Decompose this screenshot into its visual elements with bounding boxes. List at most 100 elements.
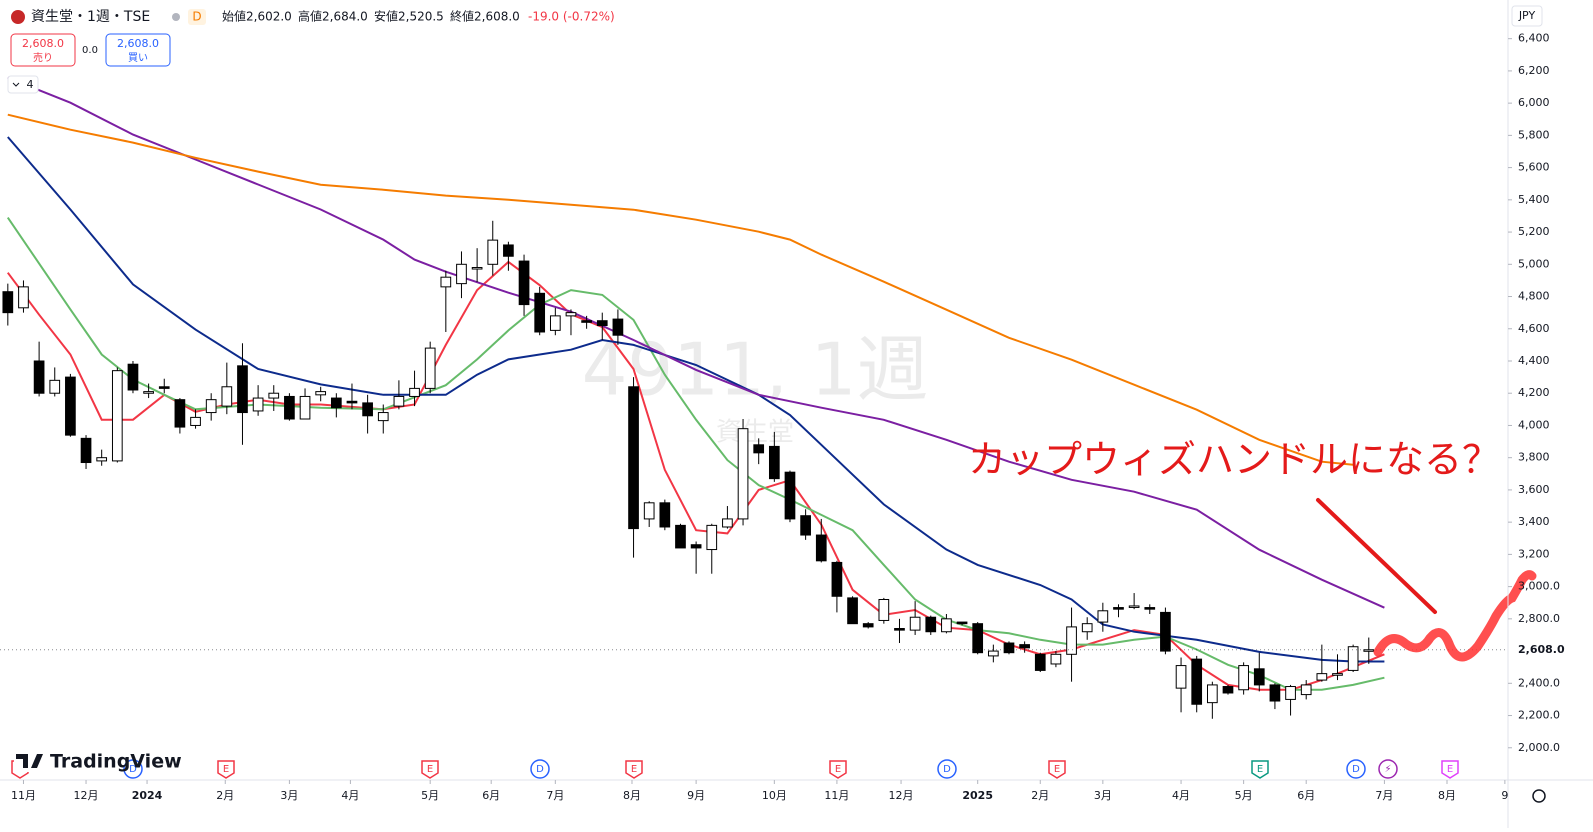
event-label[interactable]: D bbox=[1352, 764, 1360, 775]
event-label[interactable]: E bbox=[631, 764, 637, 775]
candle-body bbox=[424, 347, 436, 389]
buy-price[interactable]: 2,608.0 bbox=[117, 37, 159, 50]
event-icon[interactable] bbox=[829, 760, 847, 779]
status-dot bbox=[172, 13, 180, 21]
candle-body bbox=[534, 292, 546, 333]
x-tick-label: 7月 bbox=[546, 789, 564, 802]
event-icon[interactable] bbox=[1048, 760, 1066, 779]
candle-body bbox=[1113, 607, 1124, 610]
plot-area bbox=[0, 76, 1508, 719]
y-tick-label: 4,000 bbox=[1518, 418, 1550, 431]
candle-body bbox=[956, 621, 968, 625]
y-tick-label: 5,600 bbox=[1518, 161, 1550, 174]
candle-body bbox=[80, 437, 92, 464]
candle-body bbox=[1034, 653, 1046, 671]
event-label[interactable]: E bbox=[1447, 764, 1453, 775]
last-price-box bbox=[1509, 640, 1569, 659]
symbol[interactable]: 資生堂・1週・TSE bbox=[31, 9, 150, 25]
candle-body bbox=[158, 386, 170, 389]
buy-button[interactable] bbox=[105, 33, 171, 67]
event-icon[interactable] bbox=[625, 760, 643, 779]
candle-body bbox=[471, 267, 483, 270]
candle-body bbox=[1206, 684, 1218, 704]
sell-button[interactable] bbox=[10, 33, 76, 67]
event-label[interactable]: E bbox=[835, 764, 841, 775]
currency[interactable]: JPY bbox=[1518, 9, 1536, 22]
candle-body bbox=[205, 399, 217, 414]
candle-body bbox=[800, 515, 811, 536]
candle-body bbox=[456, 263, 467, 285]
candle-body bbox=[237, 365, 248, 414]
event-label[interactable]: D bbox=[943, 764, 951, 775]
candle-body bbox=[596, 320, 608, 327]
candle-body bbox=[878, 599, 890, 621]
event-icon[interactable] bbox=[530, 759, 550, 779]
indicator-count[interactable]: 4 bbox=[27, 78, 34, 91]
watermark: 4911, 1週 資生堂 bbox=[582, 328, 929, 448]
event-icon[interactable] bbox=[421, 760, 439, 779]
y-tick-label: 3,800 bbox=[1518, 451, 1550, 464]
candle-body bbox=[722, 518, 733, 528]
event-icon[interactable] bbox=[1251, 760, 1269, 779]
event-label[interactable]: D bbox=[536, 764, 544, 775]
event-icon[interactable] bbox=[123, 759, 143, 779]
event-label[interactable]: E bbox=[1257, 764, 1263, 775]
settings-icon[interactable] bbox=[1532, 789, 1546, 803]
annotation-arrow bbox=[1316, 498, 1437, 614]
event-icon[interactable] bbox=[217, 760, 235, 779]
event-icon[interactable] bbox=[937, 759, 957, 779]
candle-body bbox=[252, 397, 264, 412]
candle-body bbox=[706, 524, 718, 551]
buy-label[interactable]: 買い bbox=[128, 52, 148, 64]
annotation: カップウィズハンドルになる？ bbox=[968, 438, 1500, 482]
event-label[interactable]: E bbox=[427, 764, 433, 775]
candle-body bbox=[503, 244, 514, 257]
event-label[interactable]: E bbox=[1054, 764, 1060, 775]
event-icon[interactable] bbox=[1441, 760, 1459, 779]
candle-body bbox=[909, 616, 921, 631]
sell-label[interactable]: 売り bbox=[33, 51, 53, 64]
candle-body bbox=[33, 360, 45, 394]
event-icon[interactable] bbox=[1346, 759, 1366, 779]
watermark-sub: 資生堂 bbox=[716, 418, 794, 448]
candle-body bbox=[675, 524, 686, 549]
candle-body bbox=[894, 628, 905, 631]
candle-body bbox=[1222, 686, 1234, 694]
y-tick-label: 5,400 bbox=[1518, 193, 1550, 206]
event-label[interactable]: ⚡ bbox=[1384, 764, 1391, 775]
currency-box[interactable] bbox=[1511, 5, 1543, 27]
y-tick-label: 3,200 bbox=[1518, 547, 1550, 560]
y-tick-label: 4,200 bbox=[1518, 386, 1550, 399]
candle-body bbox=[1097, 610, 1109, 623]
event-icon[interactable] bbox=[1378, 759, 1398, 779]
sell-price[interactable]: 2,608.0 bbox=[22, 37, 64, 50]
logo-text: TradingView bbox=[50, 751, 182, 773]
candle-body bbox=[49, 379, 61, 394]
x-tick-label: 11月 bbox=[824, 789, 849, 802]
y-tick-label: 6,200 bbox=[1518, 64, 1550, 77]
candle-body bbox=[111, 370, 123, 462]
candle-body bbox=[815, 534, 827, 562]
y-tick-label: 6,400 bbox=[1518, 32, 1550, 45]
candle-body bbox=[409, 387, 420, 397]
event-label[interactable]: E bbox=[223, 764, 229, 775]
candle-body bbox=[659, 502, 671, 528]
candle-body bbox=[1160, 611, 1171, 652]
event-label[interactable]: D bbox=[129, 764, 137, 775]
candle-body bbox=[1191, 658, 1203, 705]
y-tick-label: 2,800.0 bbox=[1518, 612, 1560, 625]
candle-body bbox=[174, 399, 186, 428]
candle-body bbox=[1238, 665, 1249, 691]
candle-body bbox=[221, 386, 233, 407]
candle-body bbox=[753, 444, 765, 454]
indicator-toggle[interactable] bbox=[7, 75, 39, 94]
last-price-label: 2,608.0 bbox=[1518, 643, 1565, 656]
x-tick-label: 8月 bbox=[1438, 789, 1456, 802]
candle-body bbox=[440, 276, 452, 288]
candle-body bbox=[565, 312, 577, 317]
x-tick-label: 4月 bbox=[341, 789, 359, 802]
candle-body bbox=[346, 400, 358, 404]
y-tick-label: 5,800 bbox=[1518, 128, 1550, 141]
x-tick-label: 2024 bbox=[132, 789, 163, 802]
candle-body bbox=[768, 445, 780, 480]
